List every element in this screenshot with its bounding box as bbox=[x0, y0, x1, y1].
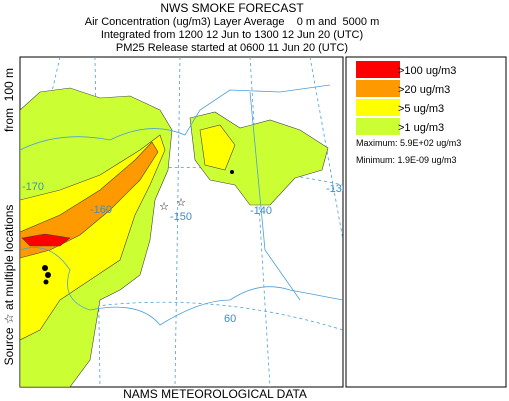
sources bbox=[42, 170, 234, 285]
plume-mid bbox=[199, 124, 236, 171]
source-star: ☆ bbox=[176, 197, 186, 209]
grid-label: -140 bbox=[250, 205, 272, 217]
minimum: Minimum: 1.9E-09 ug/m3 bbox=[356, 155, 457, 165]
legend-swatch bbox=[356, 61, 400, 78]
plume-max bbox=[21, 233, 71, 247]
maximum: Maximum: 5.9E+02 ug/m3 bbox=[356, 138, 461, 148]
grid-label: 60 bbox=[224, 313, 236, 325]
footer: NAMS METEOROLOGICAL DATA bbox=[123, 387, 307, 401]
legend-label: >20 ug/m3 bbox=[398, 84, 450, 96]
source-star: ☆ bbox=[159, 201, 169, 213]
height-label: from 100 m bbox=[2, 68, 16, 132]
legend-swatch bbox=[356, 99, 400, 116]
legend-swatch bbox=[356, 80, 400, 97]
subtitle: Air Concentration (ug/m3) Layer Average … bbox=[85, 16, 380, 28]
plume-high bbox=[20, 141, 159, 259]
coastline bbox=[20, 84, 343, 326]
header: NWS SMOKE FORECAST Air Concentration (ug… bbox=[85, 1, 380, 54]
legend-label: >1 ug/m3 bbox=[398, 122, 444, 134]
grid-label: -130 bbox=[326, 183, 348, 195]
source-label: Source ☆ at multiple locations bbox=[2, 205, 16, 366]
side-label: Source ☆ at multiple locations from 100 … bbox=[2, 68, 16, 365]
subtitle: PM25 Release started at 0600 11 Jun 20 (… bbox=[116, 42, 348, 54]
legend-label: >100 ug/m3 bbox=[398, 65, 456, 77]
map-content: ☆ ☆ -170 -160 -150 -140 -130 60 bbox=[20, 57, 348, 387]
grid-label: -170 bbox=[22, 181, 44, 193]
legend-label: >5 ug/m3 bbox=[398, 103, 444, 115]
map: ☆ ☆ -170 -160 -150 -140 -130 60 bbox=[19, 56, 348, 388]
legend: Maximum: 5.9E+02 ug/m3 Minimum: 1.9E-09 … bbox=[345, 56, 507, 388]
subtitle: Integrated from 1200 12 Jun to 1300 12 J… bbox=[101, 29, 363, 41]
title: NWS SMOKE FORECAST bbox=[160, 1, 304, 15]
legend-swatch bbox=[356, 118, 400, 135]
grid-label: -160 bbox=[90, 204, 112, 216]
grid-label: -150 bbox=[170, 211, 192, 223]
